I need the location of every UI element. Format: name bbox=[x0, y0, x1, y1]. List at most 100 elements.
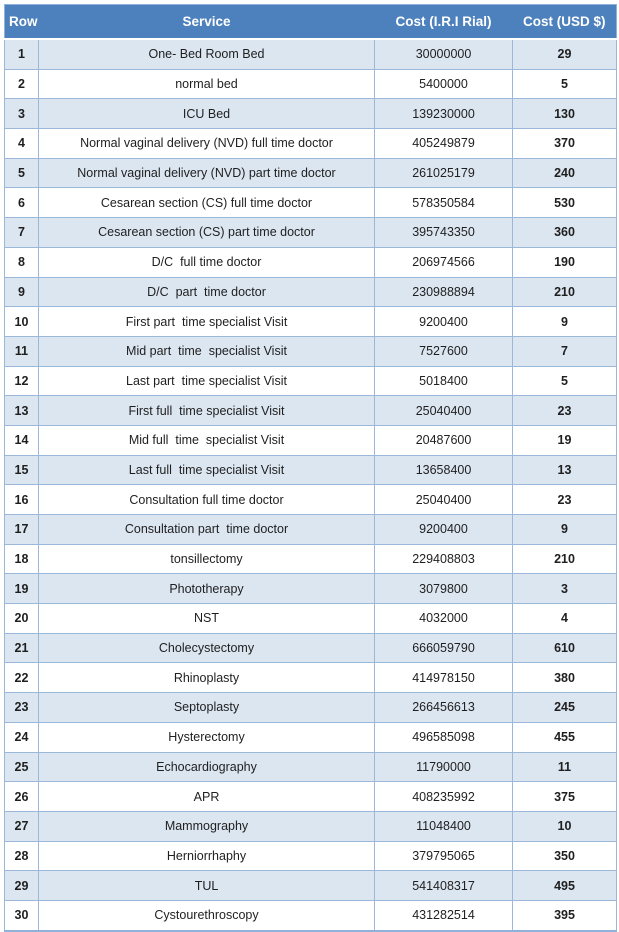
table-row: 19 Phototherapy 3079800 3 bbox=[4, 573, 617, 605]
row-number-cell: 24 bbox=[4, 721, 39, 753]
row-number-cell: 22 bbox=[4, 662, 39, 694]
service-cell: Septoplasty bbox=[38, 692, 375, 723]
row-number-cell: 20 bbox=[4, 603, 39, 634]
service-cell: Last full time specialist Visit bbox=[38, 454, 375, 486]
service-cell: D/C full time doctor bbox=[38, 246, 375, 278]
service-cell: Cholecystectomy bbox=[38, 632, 375, 664]
cost-usd-cell: 10 bbox=[512, 810, 617, 842]
cost-usd-cell: 245 bbox=[512, 692, 617, 723]
table-row: 26 APR 408235992 375 bbox=[4, 781, 617, 812]
row-number-cell: 21 bbox=[4, 632, 39, 664]
table-row: 30 Cystourethroscopy 431282514 395 bbox=[4, 899, 617, 932]
row-number-cell: 9 bbox=[4, 276, 39, 308]
cost-usd-cell: 360 bbox=[512, 217, 617, 248]
table-row: 7 Cesarean section (CS) part time doctor… bbox=[4, 217, 617, 248]
table-row: 23 Septoplasty 266456613 245 bbox=[4, 692, 617, 723]
row-number-cell: 6 bbox=[4, 187, 39, 219]
cost-rial-cell: 139230000 bbox=[374, 98, 513, 130]
cost-rial-cell: 230988894 bbox=[374, 276, 513, 308]
service-cell: tonsillectomy bbox=[38, 543, 375, 575]
service-cell: Herniorrhaphy bbox=[38, 840, 375, 872]
cost-usd-cell: 375 bbox=[512, 781, 617, 812]
cost-rial-cell: 666059790 bbox=[374, 632, 513, 664]
cost-rial-cell: 496585098 bbox=[374, 721, 513, 753]
cost-rial-cell: 261025179 bbox=[374, 157, 513, 189]
service-cell: Phototherapy bbox=[38, 573, 375, 605]
cost-usd-cell: 190 bbox=[512, 246, 617, 278]
service-cell: Echocardiography bbox=[38, 751, 375, 783]
service-cell: Cesarean section (CS) part time doctor bbox=[38, 217, 375, 248]
cost-rial-cell: 9200400 bbox=[374, 514, 513, 545]
service-cell: One- Bed Room Bed bbox=[38, 38, 375, 70]
service-cell: Consultation part time doctor bbox=[38, 514, 375, 545]
table-row: 14 Mid full time specialist Visit 204876… bbox=[4, 424, 617, 456]
cost-usd-cell: 495 bbox=[512, 870, 617, 901]
table-row: 13 First full time specialist Visit 2504… bbox=[4, 395, 617, 426]
table-row: 5 Normal vaginal delivery (NVD) part tim… bbox=[4, 157, 617, 189]
cost-usd-cell: 13 bbox=[512, 454, 617, 486]
row-number-cell: 2 bbox=[4, 68, 39, 100]
row-number-cell: 28 bbox=[4, 840, 39, 872]
cost-usd-cell: 23 bbox=[512, 395, 617, 426]
cost-usd-cell: 11 bbox=[512, 751, 617, 783]
cost-usd-cell: 23 bbox=[512, 484, 617, 515]
row-number-cell: 30 bbox=[4, 899, 39, 932]
cost-rial-cell: 25040400 bbox=[374, 395, 513, 426]
cost-rial-cell: 4032000 bbox=[374, 603, 513, 634]
service-cell: TUL bbox=[38, 870, 375, 901]
service-cell: NST bbox=[38, 603, 375, 634]
cost-rial-cell: 431282514 bbox=[374, 899, 513, 932]
table-row: 11 Mid part time specialist Visit 752760… bbox=[4, 335, 617, 367]
cost-rial-cell: 395743350 bbox=[374, 217, 513, 248]
row-number-cell: 13 bbox=[4, 395, 39, 426]
cost-rial-cell: 408235992 bbox=[374, 781, 513, 812]
row-number-cell: 26 bbox=[4, 781, 39, 812]
cost-usd-cell: 19 bbox=[512, 424, 617, 456]
row-number-cell: 18 bbox=[4, 543, 39, 575]
cost-usd-cell: 240 bbox=[512, 157, 617, 189]
service-cell: Mid part time specialist Visit bbox=[38, 335, 375, 367]
row-number-cell: 29 bbox=[4, 870, 39, 901]
cost-usd-cell: 380 bbox=[512, 662, 617, 694]
row-number-cell: 16 bbox=[4, 484, 39, 515]
table-row: 29 TUL 541408317 495 bbox=[4, 870, 617, 901]
cost-usd-cell: 3 bbox=[512, 573, 617, 605]
table-row: 15 Last full time specialist Visit 13658… bbox=[4, 454, 617, 486]
cost-rial-cell: 414978150 bbox=[374, 662, 513, 694]
row-number-cell: 17 bbox=[4, 514, 39, 545]
table-row: 16 Consultation full time doctor 2504040… bbox=[4, 484, 617, 515]
table-row: 17 Consultation part time doctor 9200400… bbox=[4, 514, 617, 545]
table-row: 10 First part time specialist Visit 9200… bbox=[4, 306, 617, 337]
row-number-cell: 19 bbox=[4, 573, 39, 605]
cost-usd-cell: 210 bbox=[512, 276, 617, 308]
cost-usd-cell: 350 bbox=[512, 840, 617, 872]
service-cell: Last part time specialist Visit bbox=[38, 365, 375, 397]
cost-usd-cell: 370 bbox=[512, 128, 617, 159]
cost-rial-cell: 206974566 bbox=[374, 246, 513, 278]
service-cell: ICU Bed bbox=[38, 98, 375, 130]
table-row: 9 D/C part time doctor 230988894 210 bbox=[4, 276, 617, 308]
cost-rial-cell: 5018400 bbox=[374, 365, 513, 397]
row-number-cell: 10 bbox=[4, 306, 39, 337]
row-number-cell: 4 bbox=[4, 128, 39, 159]
table-header: Row Service Cost (I.R.I Rial) Cost (USD … bbox=[4, 4, 617, 40]
service-cell: Hysterectomy bbox=[38, 721, 375, 753]
cost-rial-cell: 11790000 bbox=[374, 751, 513, 783]
row-number-cell: 7 bbox=[4, 217, 39, 248]
cost-rial-cell: 20487600 bbox=[374, 424, 513, 456]
service-cell: Cystourethroscopy bbox=[38, 899, 375, 932]
service-cell: First part time specialist Visit bbox=[38, 306, 375, 337]
service-cell: normal bed bbox=[38, 68, 375, 100]
cost-usd-cell: 455 bbox=[512, 721, 617, 753]
cost-rial-cell: 5400000 bbox=[374, 68, 513, 100]
header-row: Row Service Cost (I.R.I Rial) Cost (USD … bbox=[4, 4, 617, 40]
cost-rial-cell: 578350584 bbox=[374, 187, 513, 219]
cost-rial-cell: 3079800 bbox=[374, 573, 513, 605]
row-number-cell: 3 bbox=[4, 98, 39, 130]
table-row: 18 tonsillectomy 229408803 210 bbox=[4, 543, 617, 575]
service-cell: Mammography bbox=[38, 810, 375, 842]
cost-usd-cell: 5 bbox=[512, 365, 617, 397]
cost-usd-cell: 29 bbox=[512, 38, 617, 70]
cost-usd-cell: 395 bbox=[512, 899, 617, 932]
table-row: 4 Normal vaginal delivery (NVD) full tim… bbox=[4, 128, 617, 159]
